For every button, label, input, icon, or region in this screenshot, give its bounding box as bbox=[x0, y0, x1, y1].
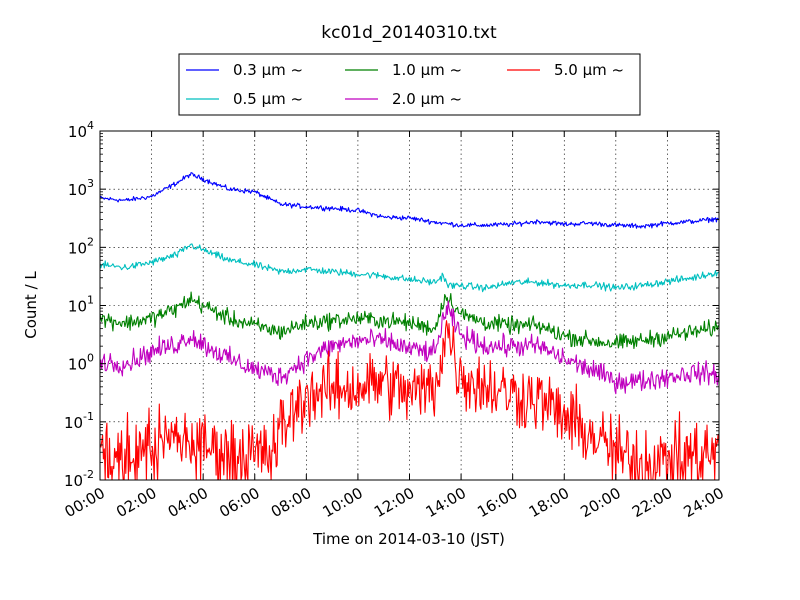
series-line-2 bbox=[99, 243, 720, 293]
legend-label-3: 1.0 μm ~ bbox=[392, 61, 462, 79]
series-line-1 bbox=[99, 172, 720, 229]
legend: 0.3 μm ~ 0.5 μm ~ 1.0 μm ~ 2.0 μm ~ 5.0 μm ~ bbox=[178, 53, 641, 116]
y-tick-label: 102 bbox=[68, 235, 94, 257]
y-tick-label: 104 bbox=[68, 119, 94, 141]
series-line-4 bbox=[99, 300, 720, 395]
x-axis-label: Time on 2014-03-10 (JST) bbox=[312, 530, 505, 548]
legend-label-2: 0.5 μm ~ bbox=[233, 90, 303, 108]
y-tick-label: 10-1 bbox=[64, 410, 94, 432]
legend-label-1: 0.3 μm ~ bbox=[233, 61, 303, 79]
legend-box bbox=[178, 53, 641, 116]
y-tick-label: 101 bbox=[68, 294, 94, 316]
ticks bbox=[99, 130, 720, 481]
y-axis-label: Count / L bbox=[22, 271, 40, 339]
series-line-3 bbox=[99, 291, 720, 350]
legend-label-4: 2.0 μm ~ bbox=[392, 90, 462, 108]
legend-entries: 0.3 μm ~ 0.5 μm ~ 1.0 μm ~ 2.0 μm ~ 5.0 μm ~ bbox=[186, 61, 624, 108]
y-tick-labels: 10-2 10-1 100 101 102 103 104 bbox=[64, 119, 94, 490]
y-tick-label: 103 bbox=[68, 177, 94, 199]
y-tick-label: 10-2 bbox=[64, 468, 94, 490]
legend-label-5: 5.0 μm ~ bbox=[554, 61, 624, 79]
chart-title: kc01d_20140310.txt bbox=[321, 23, 497, 43]
y-tick-label: 100 bbox=[68, 352, 94, 374]
